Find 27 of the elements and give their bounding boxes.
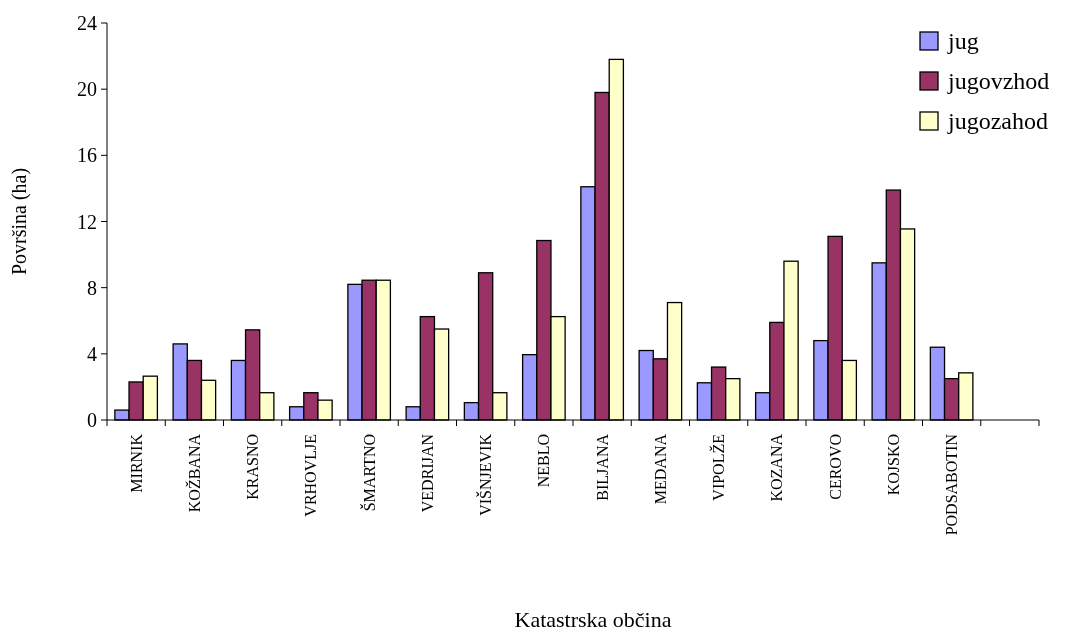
x-axis-title: Katastrska občina (514, 607, 672, 632)
x-tick-label: VIŠNJEVIK (476, 433, 495, 516)
legend-label: jug (947, 28, 979, 55)
x-tick-label: VRHOVLJE (302, 434, 320, 517)
x-tick-label: KOZANA (768, 433, 786, 502)
y-tick-label: 24 (77, 12, 97, 34)
x-tick-label: MIRNIK (127, 433, 145, 493)
x-tick-label: KRASNO (244, 434, 262, 500)
legend-label: jugozahod (947, 108, 1048, 135)
x-tick-label: KOJSKO (884, 434, 902, 496)
y-tick-label: 0 (87, 409, 97, 431)
x-tick-label: NEBLO (535, 434, 553, 488)
x-tick-label: KOŽBANA (184, 433, 203, 513)
y-tick-label: 16 (77, 144, 97, 167)
y-tick-label: 12 (77, 210, 97, 233)
y-tick-label: 8 (87, 276, 97, 299)
x-tick-label: VIPOLŽE (709, 434, 728, 501)
x-tick-label: MEDANA (651, 433, 669, 505)
x-tick-label: ŠMARTNO (359, 434, 378, 512)
y-tick-label: 4 (87, 342, 97, 365)
x-tick-label: BILJANA (593, 433, 611, 501)
x-tick-label: PODSABOTIN (943, 433, 961, 536)
x-tick-label: CEROVO (826, 434, 844, 500)
legend-label: jugovzhod (947, 68, 1050, 95)
x-tick-label: VEDRIJAN (418, 433, 436, 513)
y-tick-label: 20 (77, 78, 97, 101)
y-axis-title: Površina (ha) (8, 167, 31, 276)
